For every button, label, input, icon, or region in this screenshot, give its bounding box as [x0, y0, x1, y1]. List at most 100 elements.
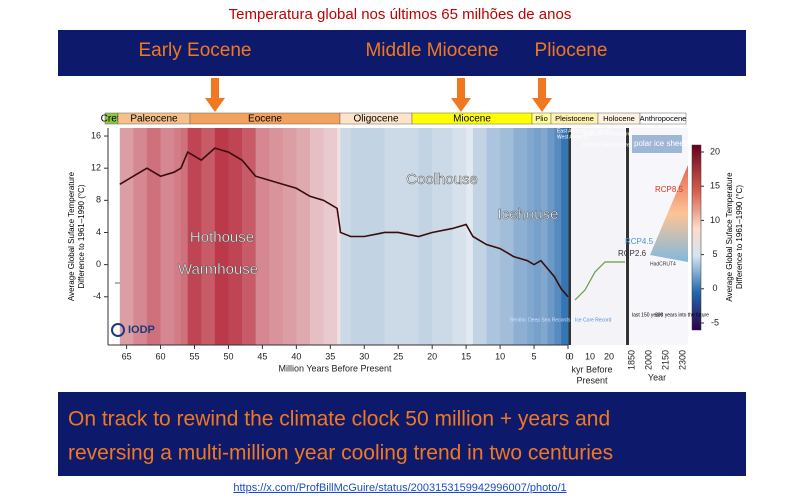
logo-icon [111, 323, 125, 337]
stripe [561, 128, 569, 345]
epoch-label: Oligocene [353, 114, 398, 125]
colorbar-label: Average Global Suface Temperature [725, 172, 734, 302]
ice-label: Northern Hemisphere [582, 142, 630, 148]
year-tick-label: 2000 [643, 350, 653, 370]
year-note: 300 years into the future [655, 312, 709, 318]
temperature-line [119, 147, 569, 298]
stripe [384, 128, 399, 345]
x-tick-label: 30 [359, 351, 369, 361]
stripe [432, 128, 454, 345]
epoch-label: Eocene [248, 114, 282, 125]
y-axis-label: Difference to 1961–1990 (°C) [77, 184, 86, 288]
epoch-bar: Cret. Paleocene Eocene Oligocene Miocene Plio… [101, 112, 686, 125]
stripe [452, 128, 467, 345]
year-tick-label: 2150 [660, 350, 670, 370]
y-tick-label: 4 [96, 227, 101, 237]
stripe [309, 128, 325, 345]
bottom-banner [58, 392, 746, 476]
y-axis-label: Average Global Suface Temperature [67, 171, 76, 301]
colorbar-label: Difference to 1961–1990 (°C) [735, 185, 744, 289]
stripe [146, 128, 162, 345]
stripe [418, 128, 433, 345]
x-tick-label: 45 [257, 351, 267, 361]
stripe [214, 128, 229, 345]
scenario-label: RCP2.6 [618, 249, 647, 258]
scenario-label: RCP8.5 [655, 185, 684, 194]
stripe [513, 128, 528, 345]
stripe [364, 128, 386, 345]
x-tick-label: 15 [461, 351, 471, 361]
stripe [323, 128, 338, 345]
kyr-label: kyr Before [571, 364, 612, 374]
stripe [398, 128, 420, 345]
year-tick-label: 1850 [626, 350, 636, 370]
stripe [187, 128, 202, 345]
x-tick-label: 60 [156, 351, 166, 361]
kyr-tick-label: 0 [568, 351, 573, 361]
stripe [201, 128, 216, 345]
x-tick-label: 35 [325, 351, 335, 361]
y-tick-label: 8 [96, 195, 101, 205]
caption-line: On track to rewind the climate clock 50 … [68, 408, 610, 431]
stripe [133, 128, 148, 345]
caption-line: reversing a multi-million year cooling t… [68, 442, 613, 465]
source-link[interactable]: https://x.com/ProfBillMcGuire/status/200… [233, 482, 566, 494]
x-tick-label: 25 [393, 351, 403, 361]
stripe [180, 128, 189, 345]
epoch-label: Pleistocene [555, 114, 594, 123]
scenario-label: RCP4.5 [625, 237, 654, 246]
epoch-label: Holocene [603, 114, 635, 123]
stripe [242, 128, 257, 345]
stripe [269, 128, 284, 345]
epoch-label: Paleocene [130, 114, 178, 125]
x-tick-label: 50 [223, 351, 233, 361]
panel-divider [568, 128, 571, 345]
stripe [547, 128, 555, 345]
kyr-panel [568, 128, 625, 345]
x-tick-label: 5 [532, 351, 537, 361]
x-tick-label: 0 [565, 351, 570, 361]
stripe [527, 128, 535, 345]
top-banner [58, 30, 746, 76]
regime-label: Warmhouse [178, 261, 258, 278]
stripe [466, 128, 474, 345]
colorbar [691, 144, 702, 331]
x-tick-label: 55 [189, 351, 199, 361]
year-label: Year [648, 372, 666, 382]
arrows [205, 78, 552, 112]
scenario-label: HadCRUT4 [650, 261, 676, 267]
stripe [174, 128, 182, 345]
kyr-label: Present [576, 375, 608, 385]
stripe [486, 128, 501, 345]
stripe [296, 128, 311, 345]
panel-divider [626, 128, 629, 345]
regime-label: Coolhouse [406, 171, 478, 188]
kyr-tick-label: 10 [585, 351, 595, 361]
x-tick-label: 20 [427, 351, 437, 361]
year-note: last 150 years [632, 312, 664, 318]
kyr-tick-label: 20 [604, 351, 614, 361]
banner-label: Middle Miocene [365, 40, 498, 61]
x-axis-label: Million Years Before Present [278, 363, 392, 373]
ice-core-line [574, 261, 625, 301]
stripe [534, 128, 542, 345]
epoch-label: Miocene [453, 114, 491, 125]
year-tick-label: 2300 [677, 350, 687, 370]
x-tick-label: 40 [291, 351, 301, 361]
colorbar-tick-label: -5 [711, 317, 719, 327]
stripe [472, 128, 488, 345]
x-tick-label: 65 [122, 351, 132, 361]
ice-label: West Antarctic [557, 134, 589, 140]
rcp-fan [650, 165, 688, 262]
ice-label: Southern Hemisphere [582, 131, 631, 137]
epoch-label: Cret. [101, 114, 123, 125]
colorbar-tick-label: 15 [710, 181, 720, 191]
epoch-label: Plio [535, 114, 548, 123]
stripe [282, 128, 297, 345]
stripe [255, 128, 270, 345]
colorbar-tick-label: 10 [710, 215, 720, 225]
record-label: Ice Core Record [575, 317, 612, 323]
banner-label: Early Eocene [138, 40, 251, 61]
ice-box [632, 135, 682, 153]
stripe [500, 128, 515, 345]
